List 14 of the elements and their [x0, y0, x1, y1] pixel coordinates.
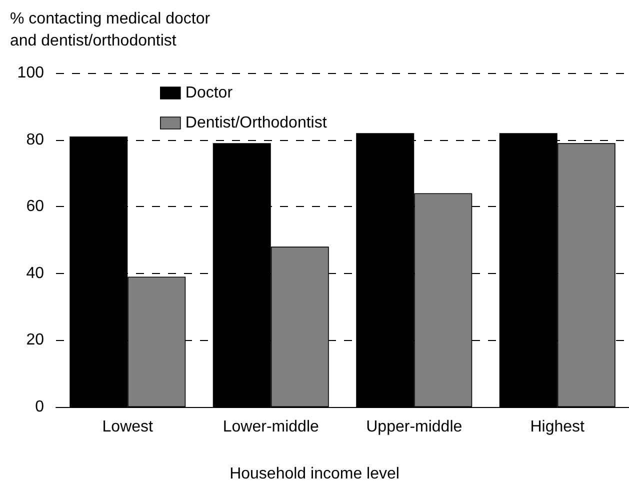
x-tick-label: Lowest	[102, 418, 154, 436]
legend-label: Doctor	[185, 84, 234, 102]
y-tick-label: 60	[26, 198, 44, 216]
y-tick-label: 20	[26, 332, 44, 349]
legend-label: Dentist/Orthodontist	[185, 114, 328, 132]
x-tick-label: Lower-middle	[222, 418, 319, 436]
x-axis-title: Household income level	[230, 466, 400, 482]
y-axis-title: % contacting medical doctor and dentist/orthodontist	[10, 10, 211, 50]
x-tick-label: Upper-middle	[366, 418, 462, 436]
y-tick-label: 0	[35, 398, 44, 416]
x-tick-label: Highest	[530, 418, 586, 436]
y-tick-label: 100	[17, 64, 44, 82]
y-tick-label: 40	[26, 264, 44, 282]
y-tick-label: 80	[26, 131, 44, 148]
